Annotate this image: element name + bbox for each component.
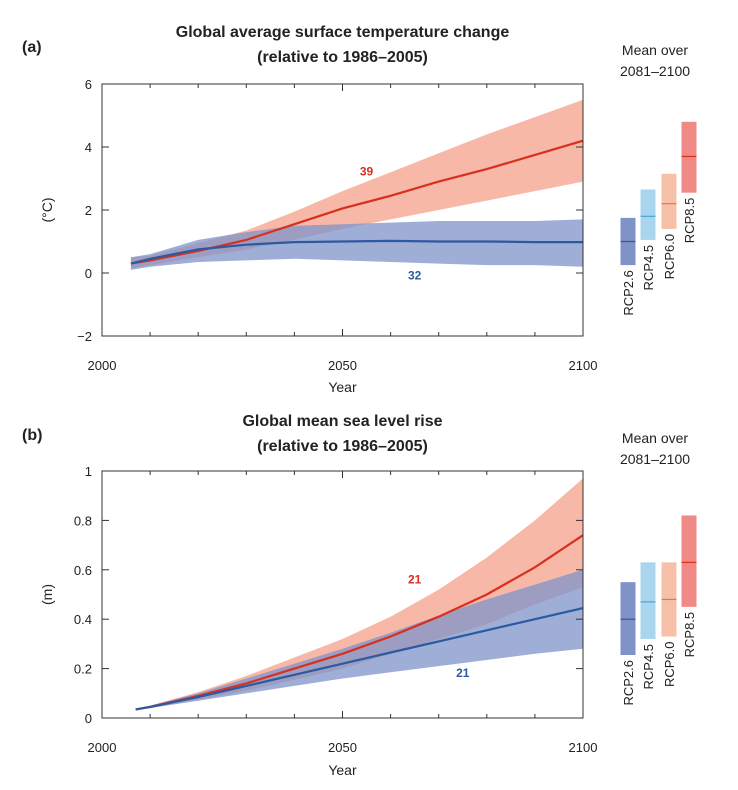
model-count-label: 32 [408,268,422,282]
y-tick-label: 4 [85,140,92,155]
x-tick-label: 2050 [328,358,357,373]
rcp-label: RCP2.6 [621,660,636,706]
uncertainty-band-blue [135,569,583,711]
x-tick-label: 2100 [569,740,598,755]
uncertainty-band-red [135,478,583,711]
panel-a: (a) Global average surface temperature ch… [22,24,697,395]
model-count-label: 39 [360,164,374,178]
mean-over-title: Mean over [622,430,688,446]
mean-range-bar-rcp60 [661,173,677,229]
plot-area [135,478,583,711]
panel-b: (b) Global mean sea level rise (relative t… [22,413,697,778]
mean-over-title: Mean over [622,42,688,58]
mean-over-period: 2081–2100 [620,451,690,467]
mean-range-bar-rcp26 [620,582,636,656]
model-count-label: 21 [408,572,422,586]
mean-line-blue [130,239,583,265]
y-tick-label: 0.6 [74,563,92,578]
mean-line-blue [135,607,583,711]
mean-range-bar-rcp85 [681,515,697,607]
y-tick-label: 0 [85,711,92,726]
chart-title: Global average surface temperature chang… [176,24,510,41]
panel-label: (b) [22,427,42,444]
x-axis-label: Year [328,762,357,778]
chart-subtitle: (relative to 1986–2005) [257,49,428,66]
y-axis-label: (m) [39,584,55,605]
panel-label: (a) [22,39,42,56]
y-tick-label: 0 [85,266,92,281]
rcp-label: RCP4.5 [641,245,656,291]
mean-range-bar-rcp85 [681,121,697,193]
x-tick-label: 2050 [328,740,357,755]
rcp-label: RCP4.5 [641,644,656,690]
y-tick-label: 0.4 [74,612,92,627]
x-axis-label: Year [328,379,357,395]
chart-title: Global mean sea level rise [242,413,442,430]
mean-line-red [130,139,583,265]
x-tick-label: 2000 [88,358,117,373]
y-tick-label: 6 [85,77,92,92]
rcp-label: RCP2.6 [621,270,636,316]
rcp-label: RCP6.0 [662,234,677,280]
y-tick-label: 1 [85,464,92,479]
rcp-label: RCP6.0 [662,641,677,687]
x-tick-label: 2100 [569,358,598,373]
rcp-label: RCP8.5 [682,198,697,244]
plot-area [130,99,583,270]
mean-over-period: 2081–2100 [620,63,690,79]
y-tick-label: −2 [77,329,92,344]
mean-range-bar-rcp45 [640,189,656,240]
y-tick-label: 2 [85,203,92,218]
rcp-label: RCP8.5 [682,612,697,658]
y-tick-label: 0.2 [74,662,92,677]
mean-range-bar-rcp45 [640,562,656,639]
x-tick-label: 2000 [88,740,117,755]
y-axis-label: (°C) [39,197,55,222]
y-tick-label: 0.8 [74,513,92,528]
uncertainty-band-red [130,99,583,269]
chart-subtitle: (relative to 1986–2005) [257,438,428,455]
uncertainty-band-blue [130,219,583,270]
model-count-label: 21 [456,666,470,680]
